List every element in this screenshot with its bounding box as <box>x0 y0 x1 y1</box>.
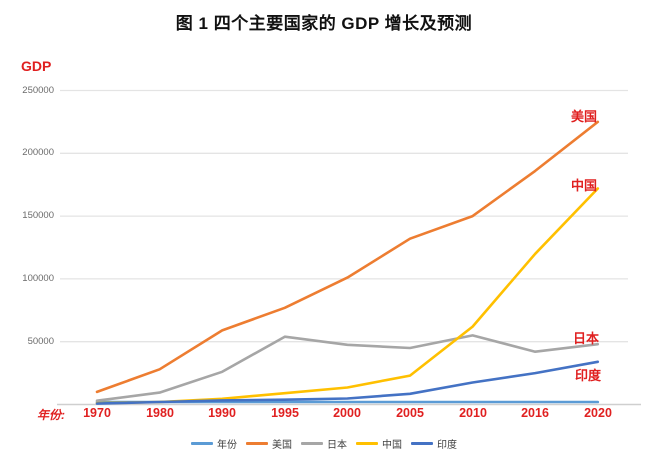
x-tick-2000: 2000 <box>333 406 361 420</box>
legend-line-icon <box>191 442 213 445</box>
chart-legend: 年份 美国 日本 中国 印度 <box>0 436 648 451</box>
legend-line-icon <box>356 442 378 445</box>
series-label-china: 中国 <box>571 178 598 193</box>
x-tick-1990: 1990 <box>208 406 236 420</box>
x-tick-2005: 2005 <box>396 406 424 420</box>
y-axis-title: GDP <box>21 58 52 74</box>
legend-line-icon <box>301 442 323 445</box>
legend-label: 中国 <box>382 440 402 451</box>
y-tick-150000: 150000 <box>22 210 54 221</box>
x-tick-2020: 2020 <box>584 406 612 420</box>
x-tick-2016: 2016 <box>521 406 549 420</box>
legend-line-icon <box>411 442 433 445</box>
x-tick-1995: 1995 <box>271 406 299 420</box>
y-tick-250000: 250000 <box>22 85 54 96</box>
legend-label: 美国 <box>272 440 292 451</box>
legend-label: 年份 <box>217 440 237 451</box>
series-label-india: 印度 <box>575 368 602 383</box>
x-tick-2010: 2010 <box>459 406 487 420</box>
x-tick-1980: 1980 <box>146 406 174 420</box>
x-axis-prefix: 年份: <box>37 408 65 422</box>
series-label-usa: 美国 <box>571 109 598 124</box>
x-tick-1970: 1970 <box>83 406 111 420</box>
legend-item: 中国 <box>356 436 402 451</box>
legend-label: 印度 <box>437 440 457 451</box>
legend-line-icon <box>246 442 268 445</box>
series-label-japan: 日本 <box>573 331 600 346</box>
legend-label: 日本 <box>327 440 347 451</box>
y-tick-100000: 100000 <box>22 273 54 284</box>
legend-item: 年份 <box>191 436 237 451</box>
legend-item: 日本 <box>301 436 347 451</box>
y-tick-50000: 50000 <box>27 336 54 347</box>
y-tick-200000: 200000 <box>22 147 54 158</box>
chart-title: 图 1 四个主要国家的 GDP 增长及预测 <box>175 14 473 33</box>
legend-item: 印度 <box>411 436 457 451</box>
legend-item: 美国 <box>246 436 292 451</box>
